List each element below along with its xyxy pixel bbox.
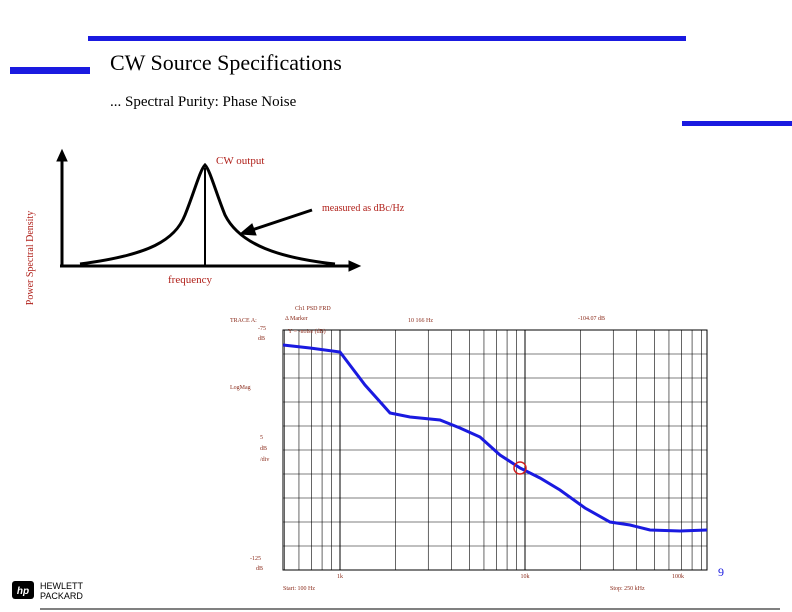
noise-trace	[282, 343, 708, 533]
x-axis-label: frequency	[168, 274, 212, 286]
pointer-head	[238, 223, 257, 236]
subtitle: ... Spectral Purity: Phase Noise	[110, 94, 297, 110]
axis-note: Y = -noise (dB)	[288, 328, 326, 335]
x-tick-label: 10k	[521, 574, 530, 580]
marker	[513, 461, 527, 475]
brand-line1: HEWLETT	[40, 581, 84, 591]
div-unit: dB	[260, 446, 267, 452]
peak-label: CW output	[216, 155, 264, 167]
top-value: -75	[258, 326, 266, 332]
page-number: 9	[718, 565, 724, 579]
right-bar	[682, 121, 792, 126]
pointer	[251, 208, 313, 232]
stop: Stop: 250 kHz	[610, 586, 645, 592]
div-value: 5	[260, 435, 263, 441]
psd-diagram	[56, 148, 362, 272]
start: Start: 100 Hz	[283, 586, 315, 592]
channel: Ch1 PSD FRD	[295, 306, 331, 312]
x-tick-label: 100k	[672, 574, 684, 580]
trace-label: TRACE A:	[230, 318, 257, 324]
marker-y: -104.07 dB	[578, 316, 605, 322]
title: CW Source Specifications	[110, 50, 342, 75]
top-unit: dB	[258, 336, 265, 342]
x-tick-label: 1k	[337, 574, 343, 580]
top-bar	[88, 36, 686, 41]
marker-label: Δ Marker	[285, 316, 308, 322]
bottom-value: -125	[250, 556, 261, 562]
logo-box	[12, 581, 34, 599]
psd-curve	[79, 162, 336, 266]
logo-mark: hp	[17, 586, 29, 597]
x-arrow	[348, 260, 362, 272]
y-axis-label: Power Spectral Density	[25, 211, 36, 305]
arrow-label: measured as dBc/Hz	[322, 203, 405, 214]
scale-type: LogMag	[230, 385, 251, 391]
marker-x: 10 166 Hz	[408, 318, 433, 324]
bottom-unit: dB	[256, 566, 263, 572]
left-bar	[10, 67, 90, 74]
hp-logo: hp HEWLETT PACKARD	[12, 581, 84, 601]
div-per: /div	[260, 457, 269, 463]
y-arrow	[56, 148, 68, 162]
brand-line2: PACKARD	[40, 591, 83, 601]
